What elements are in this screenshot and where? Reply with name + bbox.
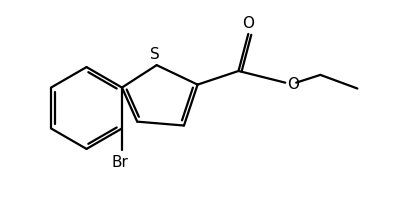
Text: Br: Br xyxy=(112,155,129,170)
Text: O: O xyxy=(287,77,299,92)
Text: S: S xyxy=(150,47,160,62)
Text: O: O xyxy=(242,16,254,31)
